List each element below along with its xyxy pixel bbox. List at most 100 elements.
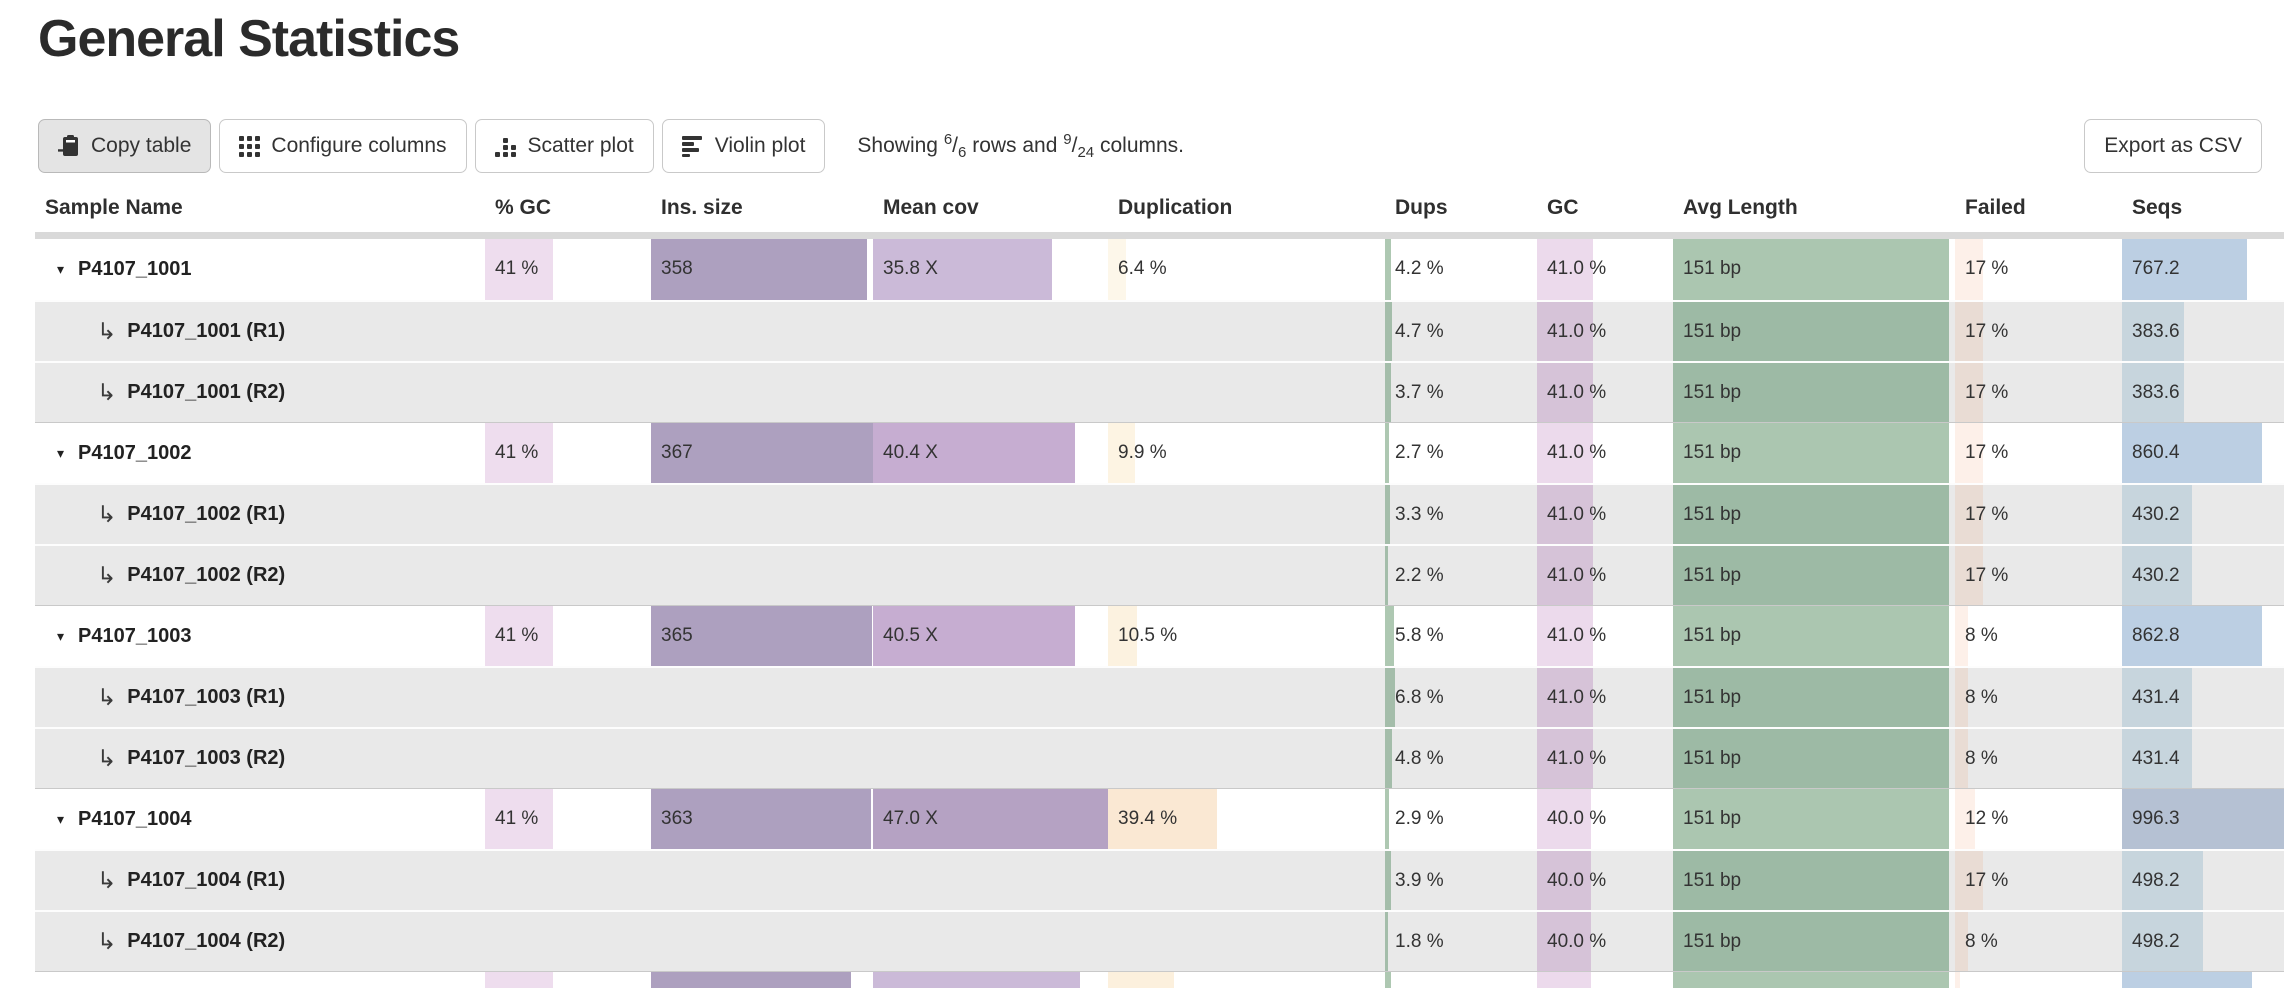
page-title: General Statistics xyxy=(38,10,460,68)
column-header-ins-size[interactable]: Ins. size xyxy=(661,196,743,219)
cell-value: 35.8 X xyxy=(883,258,938,279)
column-header-dups[interactable]: Dups xyxy=(1395,196,1448,219)
value-bar xyxy=(1537,485,1593,544)
cell-seqs: 383.6 xyxy=(2122,302,2284,361)
column-header-pct-gc[interactable]: % GC xyxy=(495,196,552,219)
cell-mean_cov xyxy=(873,912,1108,971)
table-row: ▾ P4107_1004 41 % 363 47.0 X 39.4 % 2.9 % 40.0 … xyxy=(35,788,2284,849)
cell-value: 17 % xyxy=(1965,870,2009,891)
value-bar xyxy=(2122,972,2252,988)
cell-value: 363 xyxy=(661,808,693,829)
column-header-mean-cov[interactable]: Mean cov xyxy=(883,196,979,219)
cell-failed: 17 % xyxy=(1955,239,2122,300)
cell-avg_length: 151 bp xyxy=(1673,912,1955,971)
value-bar xyxy=(1537,363,1593,422)
cell-seqs: 996.3 xyxy=(2122,789,2284,849)
cell-value: 41.0 % xyxy=(1547,504,1607,525)
violin-plot-button[interactable]: Violin plot xyxy=(661,119,826,173)
cell-value: 151 bp xyxy=(1683,687,1742,708)
cell-duplication: 10.5 % xyxy=(1108,606,1385,666)
cell-duplication xyxy=(1108,729,1385,788)
cell-value: 151 bp xyxy=(1683,258,1742,279)
value-bar xyxy=(1385,851,1391,910)
value-bar xyxy=(1385,546,1389,605)
table-row: ▾ P4107_1001 41 % 358 35.8 X 6.4 % 4.2 % 41.0 %… xyxy=(35,239,2284,300)
cell-duplication: 39.4 % xyxy=(1108,789,1385,849)
expand-triangle-icon[interactable]: ▾ xyxy=(57,261,65,277)
column-header-failed[interactable]: Failed xyxy=(1965,196,2026,219)
cell-value: 430.2 xyxy=(2132,504,2180,525)
value-bar xyxy=(1673,485,1950,544)
cell-value: 40.5 X xyxy=(883,625,938,646)
sample-name-cell[interactable]: ▾ P4107_1004 xyxy=(35,789,485,849)
sample-name: P4107_1004 (R2) xyxy=(127,930,286,952)
cell-gc: 40.0 % xyxy=(1537,912,1673,971)
export-csv-label: Export as CSV xyxy=(2104,134,2242,157)
cell-dups: 2.9 % xyxy=(1385,789,1537,849)
cell-value: 431.4 xyxy=(2132,687,2180,708)
column-header-seqs[interactable]: Seqs xyxy=(2132,196,2183,219)
cell-pct_gc xyxy=(485,972,651,988)
cell-value: 2.7 % xyxy=(1395,442,1444,463)
cell-value: 151 bp xyxy=(1683,625,1742,646)
cell-value: 8 % xyxy=(1965,748,1998,769)
cell-avg_length: 151 bp xyxy=(1673,729,1955,788)
value-bar xyxy=(1955,423,1984,483)
sample-name-cell[interactable]: ▾ P4107_1002 xyxy=(35,423,485,483)
cell-dups: 3.3 % xyxy=(1385,485,1537,544)
expand-triangle-icon[interactable]: ▾ xyxy=(57,627,65,644)
cell-value: 41 % xyxy=(495,258,539,279)
columns-total: 24 xyxy=(1077,144,1095,162)
cell-seqs: 498.2 xyxy=(2122,851,2284,910)
value-bar xyxy=(1673,972,1950,988)
cell-value: 41.0 % xyxy=(1547,687,1607,708)
cell-value: 41.0 % xyxy=(1547,321,1607,342)
value-bar xyxy=(873,423,1076,483)
cell-failed: 17 % xyxy=(1955,302,2122,361)
sample-name-cell[interactable]: ▾ P4107_1001 xyxy=(35,239,485,300)
cell-dups: 4.2 % xyxy=(1385,239,1537,300)
cell-value: 17 % xyxy=(1965,565,2009,586)
cell-value: 1.8 % xyxy=(1395,931,1444,952)
value-bar xyxy=(1108,606,1138,666)
cell-value: 383.6 xyxy=(2132,382,2180,403)
cell-mean_cov xyxy=(873,851,1108,910)
column-header-gc[interactable]: GC xyxy=(1547,196,1579,219)
expand-triangle-icon[interactable]: ▾ xyxy=(57,810,65,827)
value-bar xyxy=(2122,546,2192,605)
export-csv-button[interactable]: Export as CSV xyxy=(2084,119,2262,173)
cell-gc: 41.0 % xyxy=(1537,302,1673,361)
cell-value: 17 % xyxy=(1965,258,2009,279)
cell-mean_cov xyxy=(873,546,1108,605)
cell-dups: 5.8 % xyxy=(1385,606,1537,666)
sample-name-cell[interactable]: ▾ P4107_1003 xyxy=(35,606,485,666)
cell-ins_size xyxy=(651,851,873,910)
cell-failed: 17 % xyxy=(1955,363,2122,422)
value-bar xyxy=(2122,363,2185,422)
cell-value: 151 bp xyxy=(1683,808,1742,829)
expand-triangle-icon[interactable]: ▾ xyxy=(57,444,65,461)
scatter-plot-button[interactable]: Scatter plot xyxy=(474,119,654,173)
value-bar xyxy=(1673,239,1950,300)
column-header-duplication[interactable]: Duplication xyxy=(1118,196,1233,219)
value-bar xyxy=(651,972,851,988)
cell-pct_gc: 41 % xyxy=(485,789,651,849)
copy-table-button[interactable]: Copy table xyxy=(38,119,212,173)
sample-name-cell: ↳ P4107_1001 (R1) xyxy=(35,302,485,361)
value-bar xyxy=(1385,912,1388,971)
table-toolbar: Copy table Configure columns xyxy=(38,118,2262,174)
cell-seqs xyxy=(2122,972,2284,988)
cell-gc: 40.0 % xyxy=(1537,851,1673,910)
cell-value: 383.6 xyxy=(2132,321,2180,342)
cell-avg_length: 151 bp xyxy=(1673,239,1955,300)
value-bar xyxy=(651,789,871,849)
value-bar xyxy=(1537,972,1592,988)
configure-columns-button[interactable]: Configure columns xyxy=(219,119,467,173)
column-header-avg-length[interactable]: Avg Length xyxy=(1683,196,1798,219)
sample-name-cell[interactable] xyxy=(35,972,485,988)
cell-value: 41 % xyxy=(495,625,539,646)
column-header-sample-name[interactable]: Sample Name xyxy=(45,196,183,219)
cell-value: 4.2 % xyxy=(1395,258,1444,279)
cell-value: 151 bp xyxy=(1683,870,1742,891)
value-bar xyxy=(1673,789,1950,849)
